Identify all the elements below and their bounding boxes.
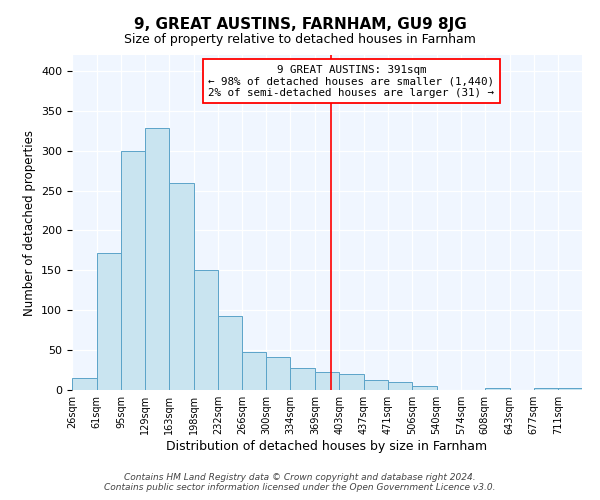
- Text: Contains HM Land Registry data © Crown copyright and database right 2024.
Contai: Contains HM Land Registry data © Crown c…: [104, 473, 496, 492]
- Bar: [218, 316, 242, 390]
- Text: Size of property relative to detached houses in Farnham: Size of property relative to detached ho…: [124, 32, 476, 46]
- Bar: [97, 253, 121, 390]
- Bar: [145, 128, 169, 390]
- Y-axis label: Number of detached properties: Number of detached properties: [23, 130, 35, 316]
- X-axis label: Distribution of detached houses by size in Farnham: Distribution of detached houses by size …: [166, 440, 488, 453]
- Bar: [266, 356, 290, 390]
- Bar: [169, 184, 194, 390]
- Text: 9 GREAT AUSTINS: 391sqm
← 98% of detached houses are smaller (1,440)
2% of semi-: 9 GREAT AUSTINS: 391sqm ← 98% of detache…: [208, 64, 494, 98]
- Bar: [290, 368, 315, 390]
- Bar: [388, 382, 412, 390]
- Bar: [340, 374, 364, 390]
- Text: 9, GREAT AUSTINS, FARNHAM, GU9 8JG: 9, GREAT AUSTINS, FARNHAM, GU9 8JG: [134, 18, 466, 32]
- Bar: [412, 386, 437, 390]
- Bar: [242, 352, 266, 390]
- Bar: [558, 388, 582, 390]
- Bar: [534, 388, 558, 390]
- Bar: [72, 378, 97, 390]
- Bar: [121, 150, 145, 390]
- Bar: [485, 388, 509, 390]
- Bar: [315, 372, 340, 390]
- Bar: [364, 380, 388, 390]
- Bar: [194, 270, 218, 390]
